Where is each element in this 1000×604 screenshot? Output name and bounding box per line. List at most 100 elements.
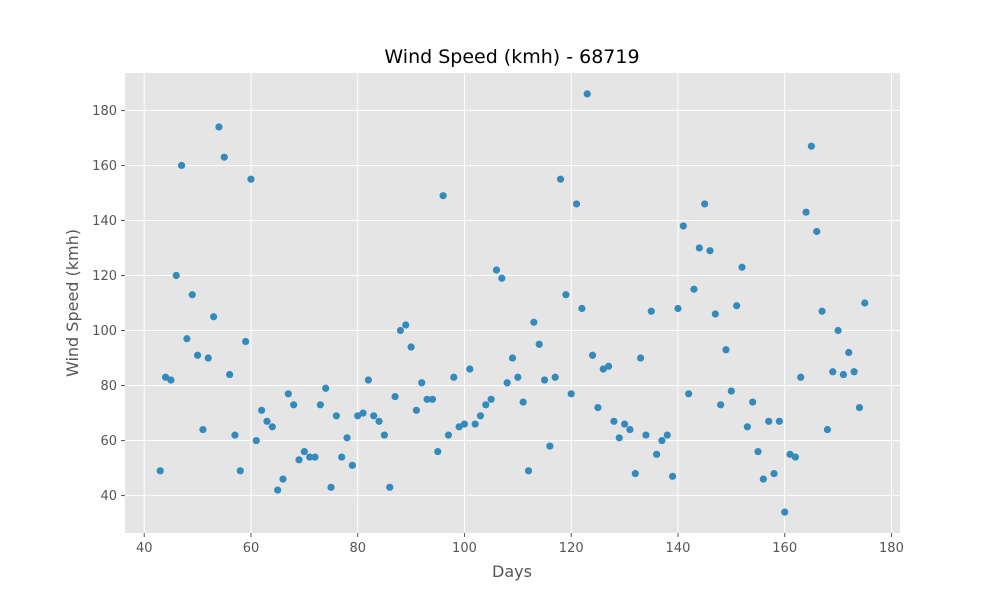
x-tick-label: 60 (243, 541, 260, 556)
data-point (418, 379, 426, 387)
data-point (535, 340, 543, 348)
data-point (599, 365, 607, 373)
y-axis-ticks: 40 60 80 100 120 140 160 180 (92, 104, 125, 504)
data-point (727, 387, 735, 395)
data-point (797, 373, 805, 381)
data-point (690, 285, 698, 293)
data-point (818, 307, 826, 315)
data-point (653, 450, 661, 458)
data-point (439, 192, 447, 200)
data-point (546, 442, 554, 450)
data-point (519, 398, 527, 406)
data-point (316, 401, 324, 409)
x-tick-label: 120 (559, 541, 584, 556)
data-point (236, 467, 244, 475)
data-point (471, 420, 479, 428)
data-point (295, 456, 303, 464)
data-point (268, 423, 276, 431)
data-point (524, 467, 533, 475)
data-point (455, 423, 463, 431)
data-point (210, 313, 218, 321)
data-point (722, 346, 730, 354)
data-point (802, 208, 810, 216)
data-point (204, 354, 212, 362)
data-point (834, 326, 842, 335)
data-point (679, 222, 687, 230)
data-point (759, 475, 767, 483)
data-point (300, 447, 308, 456)
data-point (786, 450, 794, 458)
data-point (434, 447, 442, 456)
data-point (850, 368, 858, 376)
x-tick-label: 80 (349, 541, 366, 556)
data-point (556, 175, 565, 183)
y-tick-label: 120 (92, 269, 117, 284)
data-point (626, 425, 634, 434)
data-point (791, 453, 799, 461)
data-point (407, 343, 415, 351)
data-point (327, 483, 335, 491)
data-point (562, 291, 570, 299)
data-point (781, 508, 789, 516)
data-point (492, 266, 501, 274)
data-point (658, 436, 666, 445)
data-point (498, 274, 506, 282)
x-tick-label: 140 (666, 541, 691, 556)
data-point (610, 417, 618, 425)
data-point (717, 401, 725, 409)
data-point (604, 362, 613, 370)
data-point (594, 403, 602, 412)
y-tick-label: 40 (100, 489, 117, 504)
data-point (402, 321, 410, 329)
data-point (428, 395, 437, 403)
y-tick-label: 60 (100, 434, 117, 449)
data-point (231, 431, 239, 439)
data-point (642, 431, 650, 439)
data-point (487, 395, 495, 403)
data-point (754, 447, 762, 456)
data-point (177, 161, 186, 170)
data-point (482, 401, 490, 409)
data-point (242, 337, 250, 346)
data-point (247, 175, 255, 183)
data-point (199, 425, 207, 434)
data-point (578, 304, 586, 313)
data-point (263, 417, 271, 425)
data-point (706, 247, 714, 255)
x-tick-label: 100 (452, 541, 477, 556)
data-point (220, 153, 228, 161)
data-point (167, 376, 175, 384)
data-point (514, 373, 522, 381)
data-point (738, 263, 746, 271)
data-point (701, 200, 709, 208)
data-point (631, 469, 639, 478)
data-point (343, 434, 351, 442)
data-point (770, 469, 778, 478)
data-point (252, 436, 260, 445)
data-point (476, 412, 485, 420)
x-axis-ticks: 40 60 80 100 120 140 160 180 (136, 533, 904, 556)
data-point (572, 200, 581, 208)
data-point (444, 431, 453, 439)
data-point (380, 431, 389, 439)
data-point (775, 417, 783, 425)
data-point (749, 398, 757, 406)
data-point (290, 401, 298, 409)
data-point (354, 412, 362, 420)
data-point (386, 483, 394, 491)
y-tick-label: 100 (92, 324, 117, 339)
data-point (733, 302, 741, 310)
data-point (695, 244, 703, 252)
data-point (845, 348, 853, 357)
data-point (306, 453, 314, 461)
data-point (711, 310, 719, 318)
data-point (423, 395, 431, 403)
x-tick-label: 180 (879, 541, 904, 556)
plot-area (125, 73, 900, 533)
data-points (156, 90, 869, 516)
chart-title: Wind Speed (kmh) - 68719 (384, 46, 639, 68)
y-tick-label: 160 (92, 159, 117, 174)
y-axis-label: Wind Speed (kmh) (63, 229, 82, 377)
